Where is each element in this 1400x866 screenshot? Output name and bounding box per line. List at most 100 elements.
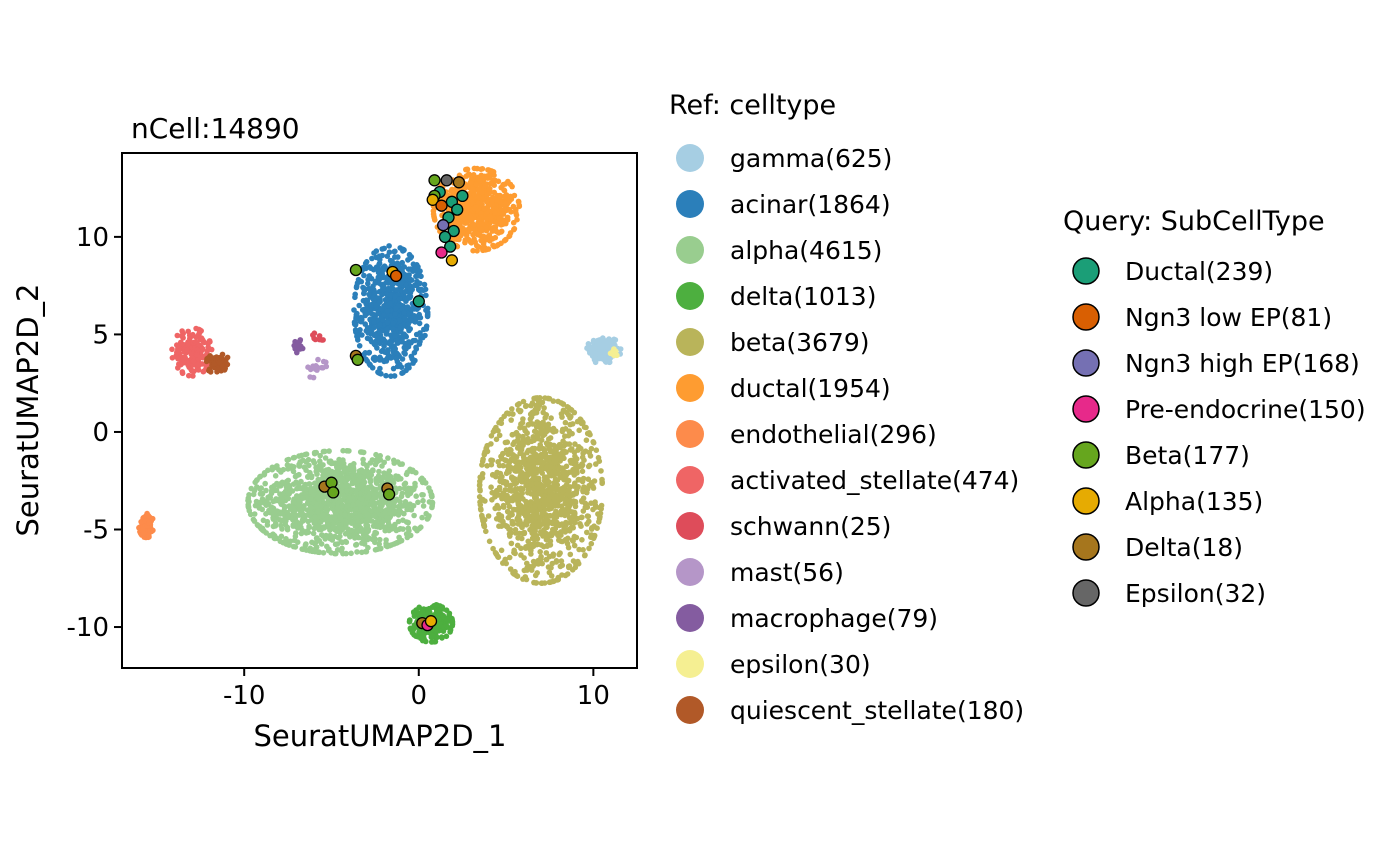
query-point [327,486,340,499]
data-point [591,532,598,539]
data-point [344,448,351,454]
data-point [557,550,563,556]
data-point [487,180,494,187]
data-point [563,409,570,416]
data-point [566,503,573,509]
data-point [413,316,419,323]
data-point [484,192,490,199]
data-point [359,528,365,535]
data-point [509,183,515,190]
data-point [420,503,427,509]
data-point [580,508,587,514]
data-point [541,450,548,457]
data-point [379,463,385,469]
data-point [297,520,304,526]
data-point [498,523,505,529]
query-legend-item: Alpha(135) [1072,487,1263,516]
data-point [469,186,476,193]
data-point [392,333,398,339]
data-point [347,495,353,502]
data-point [489,198,496,205]
data-point [536,485,542,491]
data-point [550,429,557,435]
ref-legend-item: quiescent_stellate(180) [676,696,1024,725]
data-point [541,527,547,533]
data-point [379,252,386,259]
data-point [296,502,303,509]
data-point [564,512,571,518]
data-point [439,635,445,641]
data-point [586,430,592,436]
data-point [396,296,403,302]
data-point [579,468,586,475]
data-point [505,514,512,521]
data-point [543,556,550,563]
data-point [368,338,375,345]
data-point [311,449,318,456]
data-point [370,295,376,302]
data-point [386,243,392,249]
data-point [578,523,584,529]
data-point [408,507,415,513]
ref-legend-item: schwann(25) [676,512,891,541]
data-point [482,498,488,504]
data-point [323,534,329,540]
data-point [571,457,578,464]
data-point [406,527,412,534]
data-point [580,487,586,494]
data-point [416,311,423,318]
data-point [385,285,392,292]
legend-swatch [1072,303,1100,331]
data-point [246,507,253,514]
data-point [534,419,540,425]
data-point [478,226,485,232]
data-point [361,541,368,547]
data-point [497,517,503,523]
data-point [409,355,415,362]
query-point [435,246,448,259]
data-point [366,361,373,367]
data-point [534,541,540,548]
data-point [376,280,383,287]
data-point [303,541,309,547]
data-point [309,539,315,546]
data-point [568,517,574,523]
data-point [299,546,306,552]
legend-swatch [676,466,704,494]
data-point [368,327,375,334]
data-point [561,455,567,462]
data-point [330,524,337,530]
data-point [305,364,311,371]
data-point [488,214,494,221]
data-point [470,231,476,238]
data-point [525,486,532,493]
data-point [584,529,590,536]
data-point [369,518,375,524]
data-point [488,433,495,439]
data-point [401,247,407,253]
data-point [533,451,539,458]
data-point [501,237,508,244]
data-point [569,430,575,437]
data-point [373,451,379,458]
data-point [315,494,321,501]
data-point [399,461,406,467]
data-point [485,167,491,173]
data-point [492,234,499,241]
data-point [549,530,555,536]
data-point [524,564,531,571]
data-point [353,316,359,322]
data-point [500,462,507,469]
data-point [291,464,297,470]
data-point [337,476,344,482]
data-point [443,633,450,640]
cluster-epsilon [607,346,620,359]
data-point [307,508,313,515]
data-point [246,492,252,498]
data-point [471,165,478,172]
data-point [560,488,566,494]
data-point [342,467,349,473]
data-point [533,424,540,430]
data-point [396,361,403,368]
query-point [435,199,448,212]
